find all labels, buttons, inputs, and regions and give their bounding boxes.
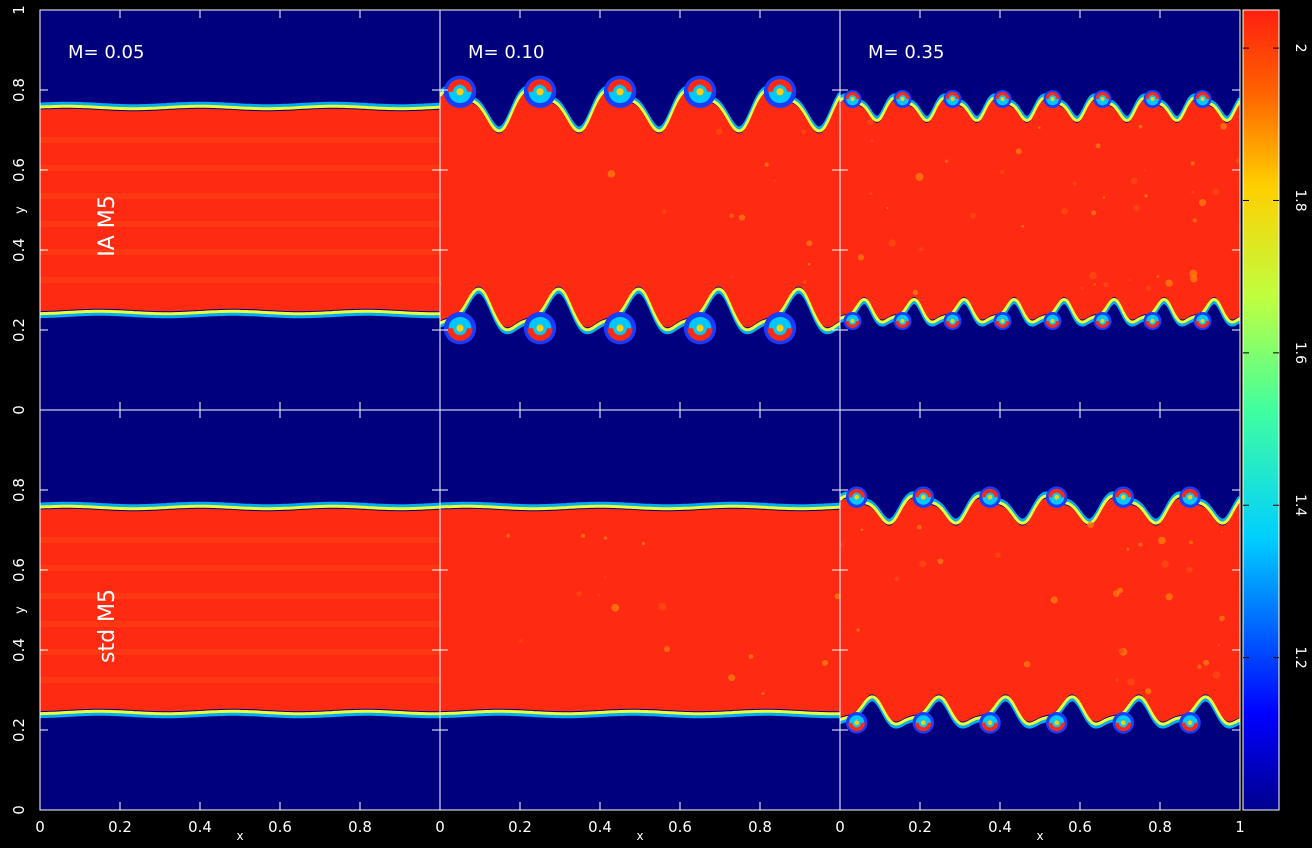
y-axis-label: y <box>13 206 28 214</box>
axes-layer: 0 0.2 0.4 0.6 0.8 x 0 0.2 0.4 0.6 0.8 x 0 0.2 0.4 0.6 0.… <box>10 5 1245 843</box>
x-tick-label: 0.6 <box>668 818 692 836</box>
panel-std-m035 <box>840 410 1240 810</box>
high-density-band <box>440 92 840 328</box>
x-tick-label: 0 <box>835 818 845 836</box>
x-axis-label: x <box>636 829 643 843</box>
x-tick-label: 0.6 <box>1068 818 1092 836</box>
panel-std-m005 <box>40 410 440 810</box>
colorbar-tick-label: 1.6 <box>1292 342 1308 364</box>
lower-interface-edge <box>440 711 840 719</box>
row-label: std M5 <box>95 589 120 663</box>
x-axis-label: x <box>236 829 243 843</box>
column-label: M= 0.05 <box>68 42 144 63</box>
panel-IA-m005 <box>40 10 440 410</box>
colorbar: 1.2 1.4 1.6 1.8 2 <box>1242 9 1308 811</box>
x-tick-label: 0 <box>435 818 445 836</box>
column-label: M= 0.35 <box>868 42 944 63</box>
colorbar-tick-label: 1.2 <box>1292 646 1308 668</box>
lower-interface-edge <box>40 711 440 719</box>
x-tick-label: 0.4 <box>188 818 212 836</box>
column-label: M= 0.10 <box>468 42 544 63</box>
x-tick-label: 0.4 <box>588 818 612 836</box>
y-tick-label: 0.4 <box>10 638 28 662</box>
x-tick-label: 0.8 <box>348 818 372 836</box>
colorbar-tick-label: 1.4 <box>1292 494 1308 516</box>
row-label: IA M5 <box>95 195 120 257</box>
high-density-band <box>840 498 1240 722</box>
lower-interface-edge <box>40 311 440 319</box>
y-tick-label: 0 <box>10 405 28 415</box>
y-tick-label: 0.2 <box>10 718 28 742</box>
x-tick-label: 0.6 <box>268 818 292 836</box>
y-tick-label: 0.2 <box>10 318 28 342</box>
x-tick-label: 0.2 <box>108 818 132 836</box>
y-tick-label: 0.6 <box>10 158 28 182</box>
x-tick-label: 0.2 <box>908 818 932 836</box>
upper-interface-edge <box>440 501 840 509</box>
x-tick-label: 0.4 <box>988 818 1012 836</box>
x-tick-label: 0 <box>35 818 45 836</box>
y-tick-label: 0.8 <box>10 478 28 502</box>
high-density-band <box>440 508 840 712</box>
upper-interface-edge <box>40 101 440 109</box>
high-density-band <box>40 508 440 712</box>
y-axis-label: y <box>13 606 28 614</box>
panels-layer <box>40 10 1240 810</box>
colorbar-tick-label: 1.8 <box>1292 189 1308 211</box>
y-tick-label: 0.8 <box>10 78 28 102</box>
upper-interface-edge <box>40 501 440 509</box>
high-density-band <box>840 100 1240 320</box>
panel-std-m01 <box>440 410 840 810</box>
y-tick-label: 0 <box>10 805 28 815</box>
colorbar-tick-label: 2 <box>1292 44 1308 53</box>
y-tick-label: 1 <box>10 5 28 15</box>
upper-interface-edge <box>840 491 1240 523</box>
high-density-band <box>40 108 440 312</box>
panel-IA-m035 <box>840 10 1240 410</box>
panel-IA-m01 <box>440 10 840 410</box>
y-tick-label: 0.6 <box>10 558 28 582</box>
colorbar-scale <box>1242 9 1280 811</box>
lower-interface-edge <box>840 697 1240 729</box>
x-tick-label: 1 <box>1235 818 1245 836</box>
x-axis-label: x <box>1036 829 1043 843</box>
x-tick-label: 0.8 <box>1148 818 1172 836</box>
x-tick-label: 0.8 <box>748 818 772 836</box>
x-tick-label: 0.2 <box>508 818 532 836</box>
y-tick-label: 0.4 <box>10 238 28 262</box>
